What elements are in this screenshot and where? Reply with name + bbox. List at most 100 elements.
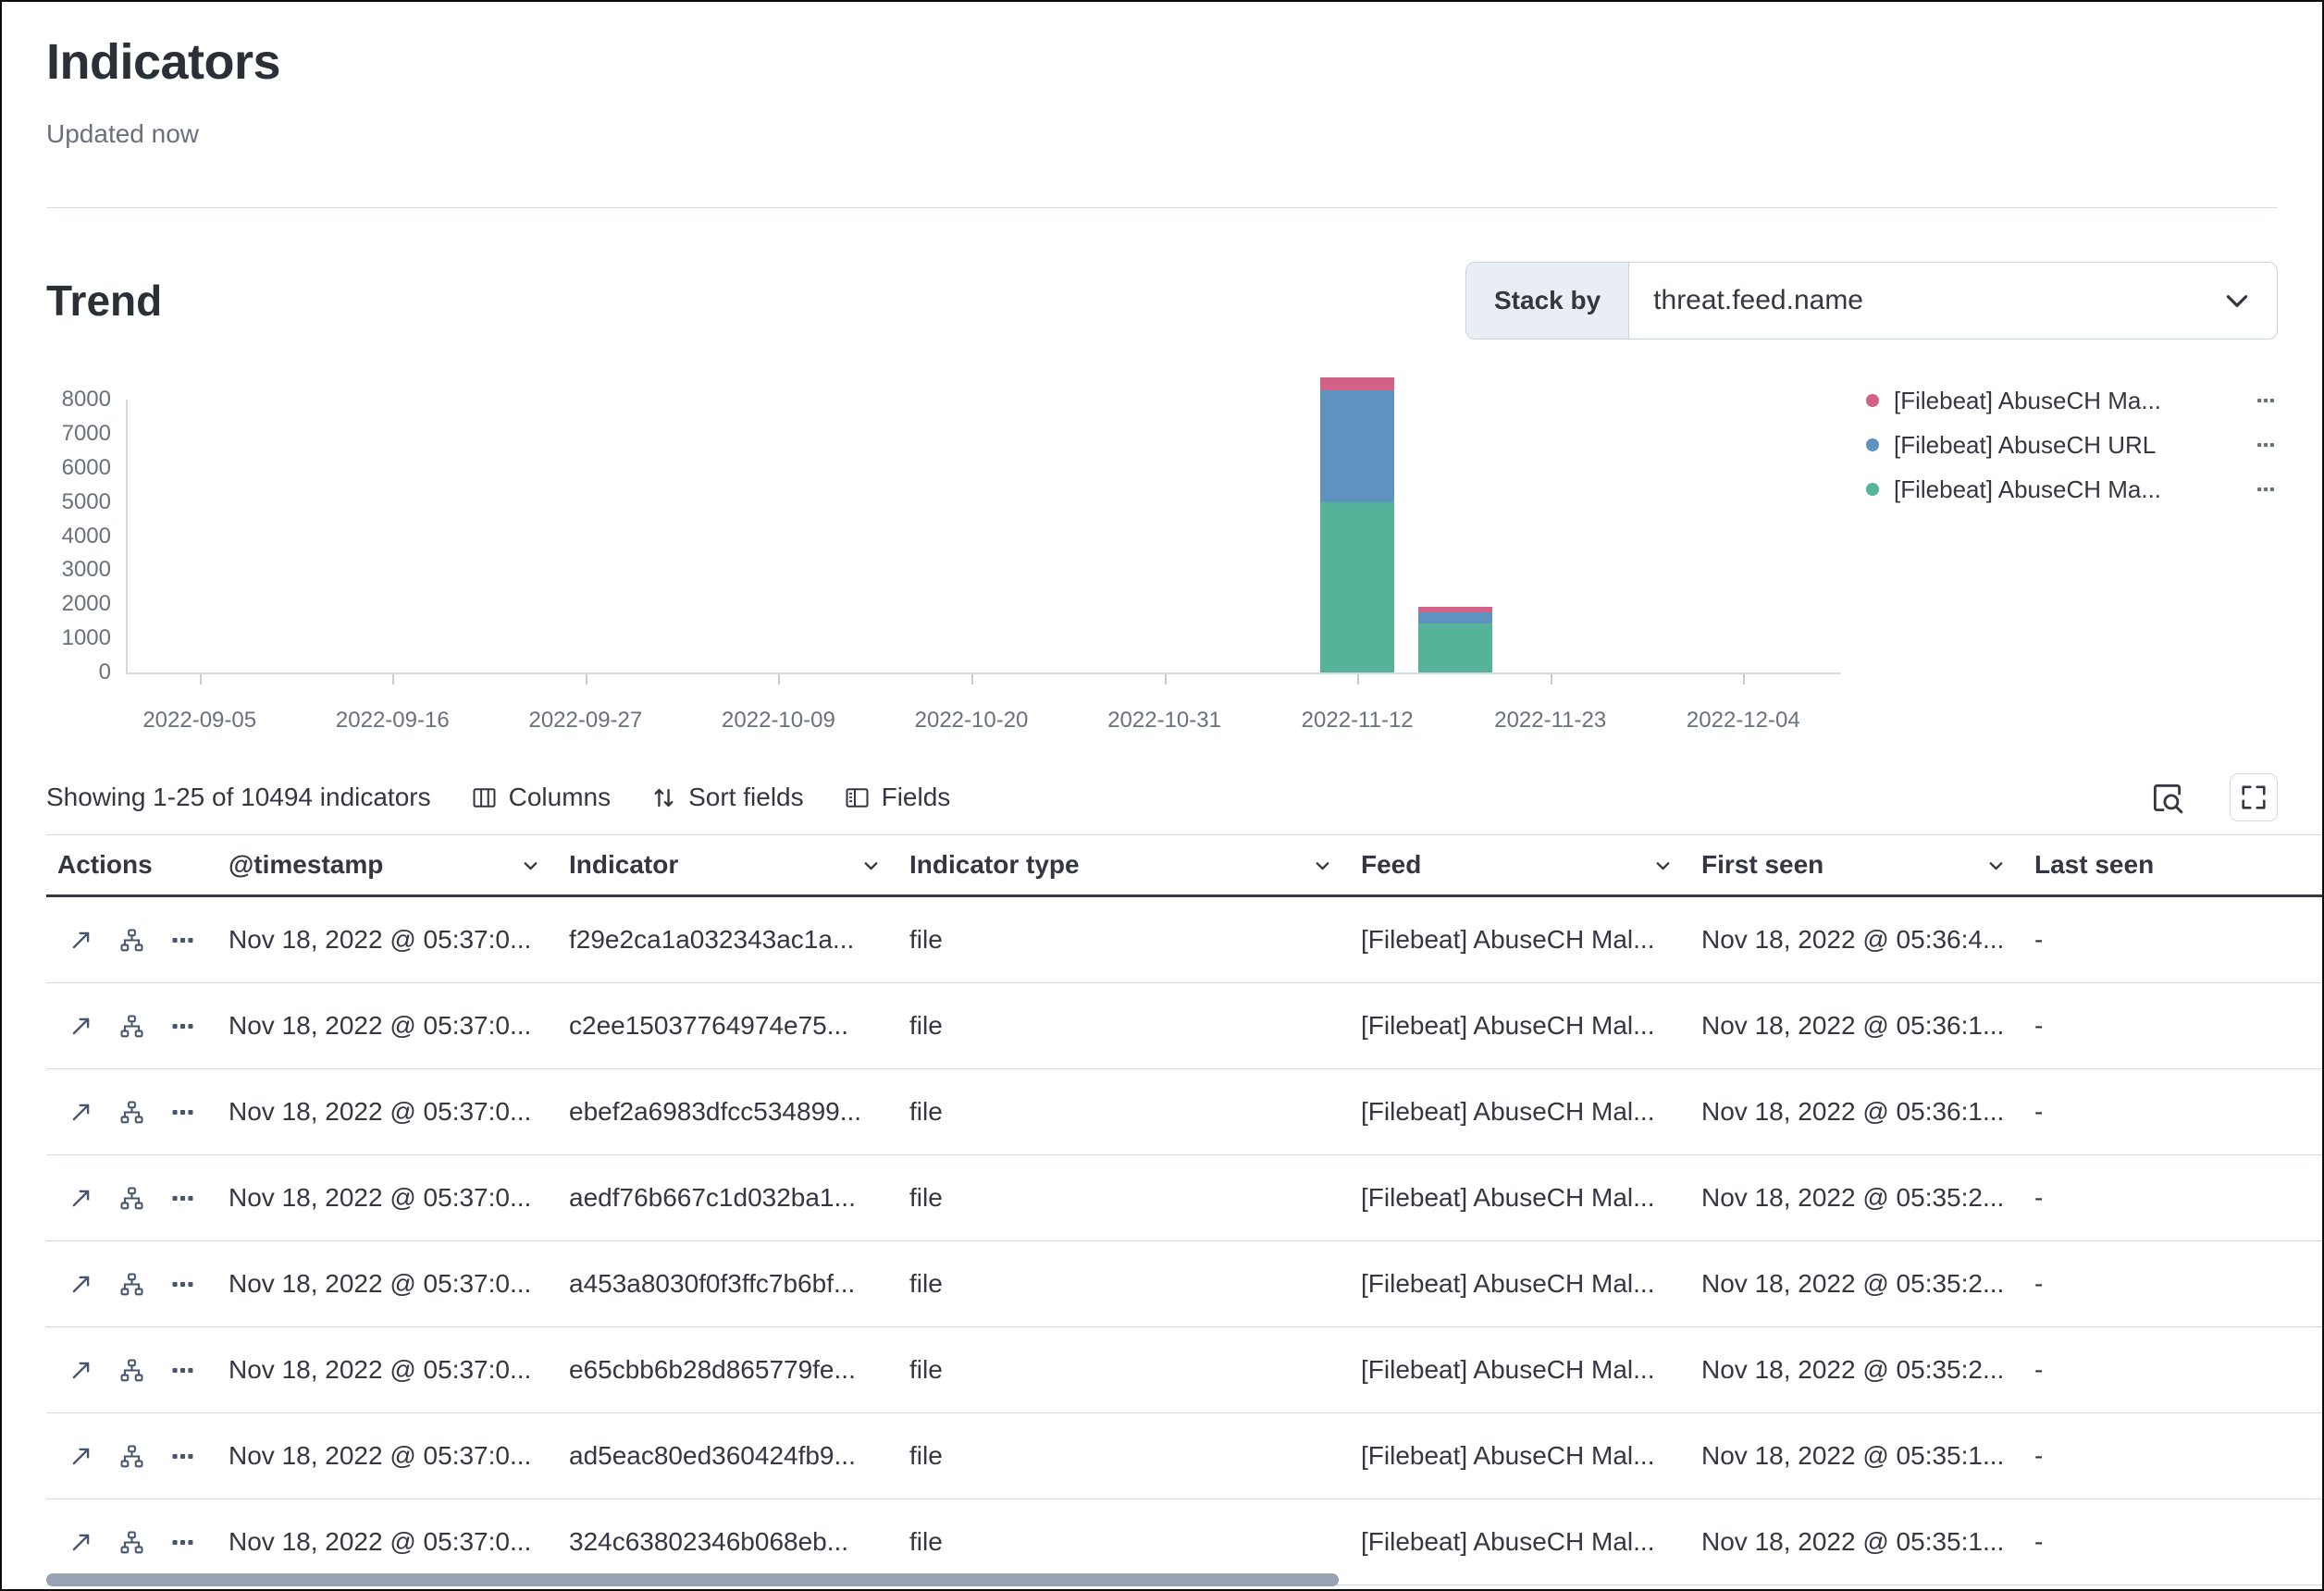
indicator-cell: ad5eac80ed360424fb9...	[569, 1441, 856, 1470]
last-seen-cell: -	[2034, 1011, 2044, 1040]
indicator-cell: c2ee15037764974e75...	[569, 1011, 849, 1040]
table-body: Nov 18, 2022 @ 05:37:0... f29e2ca1a03234…	[46, 897, 2322, 1585]
feed-cell: [Filebeat] AbuseCH Mal...	[1361, 1355, 1655, 1384]
updated-status: Updated now	[46, 119, 200, 148]
column-header[interactable]: @timestamp	[217, 835, 558, 894]
legend-more-actions-button[interactable]	[2254, 388, 2278, 413]
more-actions-button[interactable]	[168, 1184, 197, 1213]
column-header-label: Indicator	[569, 850, 679, 879]
chevron-down-icon[interactable]	[1985, 855, 2007, 876]
last-seen-cell: -	[2034, 1269, 2044, 1298]
investigate-in-timeline-button[interactable]	[117, 1012, 146, 1041]
legend-item[interactable]: [Filebeat] AbuseCH Ma...	[1866, 467, 2278, 512]
last-seen-cell: -	[2034, 925, 2044, 954]
boxes-horizontal-icon	[172, 1109, 193, 1115]
legend-series-dot	[1866, 483, 1879, 496]
feed-cell: [Filebeat] AbuseCH Mal...	[1361, 1441, 1655, 1470]
y-axis-label: 1000	[61, 625, 111, 651]
open-details-button[interactable]	[67, 1012, 95, 1041]
fullscreen-button[interactable]	[2230, 773, 2278, 821]
bar-segment[interactable]	[1417, 623, 1492, 672]
open-details-button[interactable]	[67, 1184, 95, 1213]
y-axis-label: 8000	[61, 387, 111, 412]
inspect-button[interactable]	[2145, 776, 2189, 820]
row-actions	[46, 1012, 217, 1041]
stack-by-control: Stack by threat.feed.name	[1465, 262, 2278, 339]
table-row: Nov 18, 2022 @ 05:37:0... aedf76b667c1d0…	[46, 1155, 2322, 1241]
indicator-type-cell: file	[909, 925, 943, 954]
row-actions	[46, 1356, 217, 1385]
more-actions-button[interactable]	[168, 1356, 197, 1385]
bar-segment[interactable]	[1417, 612, 1492, 623]
more-actions-button[interactable]	[168, 1270, 197, 1299]
feed-cell: [Filebeat] AbuseCH Mal...	[1361, 1097, 1655, 1126]
bar-segment[interactable]	[1320, 501, 1395, 672]
open-details-button[interactable]	[67, 1442, 95, 1471]
investigate-in-timeline-button[interactable]	[117, 1184, 146, 1213]
more-actions-button[interactable]	[168, 1012, 197, 1041]
boxes-horizontal-icon	[172, 937, 193, 943]
chevron-down-icon[interactable]	[1652, 855, 1674, 876]
indicator-cell: ebef2a6983dfcc534899...	[569, 1097, 862, 1126]
investigate-in-timeline-button[interactable]	[117, 1356, 146, 1385]
column-header[interactable]: Feed	[1350, 835, 1690, 894]
investigate-in-timeline-button[interactable]	[117, 1270, 146, 1299]
column-header[interactable]: Indicator type	[898, 835, 1350, 894]
indicator-cell: f29e2ca1a032343ac1a...	[569, 925, 855, 954]
investigate-in-timeline-button[interactable]	[117, 1442, 146, 1471]
sort-icon	[651, 785, 676, 810]
x-axis-label: 2022-09-16	[335, 708, 450, 733]
more-actions-button[interactable]	[168, 926, 197, 955]
bar-segment[interactable]	[1320, 390, 1395, 502]
investigate-in-timeline-button[interactable]	[117, 1528, 146, 1557]
fields-button-label: Fields	[881, 783, 951, 811]
legend-more-actions-button[interactable]	[2254, 477, 2278, 501]
indicator-cell: e65cbb6b28d865779fe...	[569, 1355, 856, 1384]
x-axis-tick	[1550, 674, 1552, 684]
more-actions-button[interactable]	[168, 1528, 197, 1557]
stack-by-label: Stack by	[1466, 263, 1630, 339]
fields-icon	[845, 785, 870, 810]
row-actions	[46, 1098, 217, 1127]
boxes-horizontal-icon	[172, 1539, 193, 1545]
timestamp-cell: Nov 18, 2022 @ 05:37:0...	[229, 1441, 532, 1470]
boxes-horizontal-icon	[172, 1195, 193, 1201]
open-details-button[interactable]	[67, 1528, 95, 1557]
columns-button-label: Columns	[508, 783, 612, 811]
column-header[interactable]: First seen	[1690, 835, 2023, 894]
legend-more-actions-button[interactable]	[2254, 433, 2278, 457]
more-actions-button[interactable]	[168, 1098, 197, 1127]
more-actions-button[interactable]	[168, 1442, 197, 1471]
legend-item[interactable]: [Filebeat] AbuseCH URL	[1866, 423, 2278, 467]
sort-fields-button[interactable]: Sort fields	[651, 783, 804, 812]
boxes-horizontal-icon	[172, 1367, 193, 1373]
table-row: Nov 18, 2022 @ 05:37:0... ad5eac80ed3604…	[46, 1413, 2322, 1499]
indicator-type-cell: file	[909, 1355, 943, 1384]
fields-button[interactable]: Fields	[845, 783, 951, 812]
open-details-button[interactable]	[67, 1098, 95, 1127]
open-details-button[interactable]	[67, 926, 95, 955]
legend-series-dot	[1866, 394, 1879, 407]
timeline-icon	[120, 1101, 143, 1123]
bar-segment[interactable]	[1417, 607, 1492, 613]
investigate-in-timeline-button[interactable]	[117, 926, 146, 955]
columns-button[interactable]: Columns	[472, 783, 611, 812]
open-details-button[interactable]	[67, 1270, 95, 1299]
open-details-button[interactable]	[67, 1356, 95, 1385]
chevron-down-icon[interactable]	[860, 855, 882, 876]
trend-chart: [Filebeat] AbuseCH Ma... [Filebeat] Abus…	[46, 367, 2278, 737]
indicator-type-cell: file	[909, 1183, 943, 1212]
timeline-icon	[120, 1015, 143, 1037]
bar-segment[interactable]	[1320, 377, 1395, 391]
investigate-in-timeline-button[interactable]	[117, 1098, 146, 1127]
chevron-down-icon[interactable]	[520, 855, 541, 876]
horizontal-scrollbar-thumb[interactable]	[46, 1573, 1339, 1586]
column-header[interactable]: Indicator	[558, 835, 898, 894]
boxes-horizontal-icon	[2257, 442, 2274, 448]
chevron-down-icon[interactable]	[1312, 855, 1333, 876]
sort-fields-button-label: Sort fields	[688, 783, 804, 811]
stack-by-select[interactable]: threat.feed.name	[1629, 263, 2277, 339]
legend-item[interactable]: [Filebeat] AbuseCH Ma...	[1866, 378, 2278, 423]
boxes-horizontal-icon	[172, 1023, 193, 1029]
indicator-cell: aedf76b667c1d032ba1...	[569, 1183, 856, 1212]
